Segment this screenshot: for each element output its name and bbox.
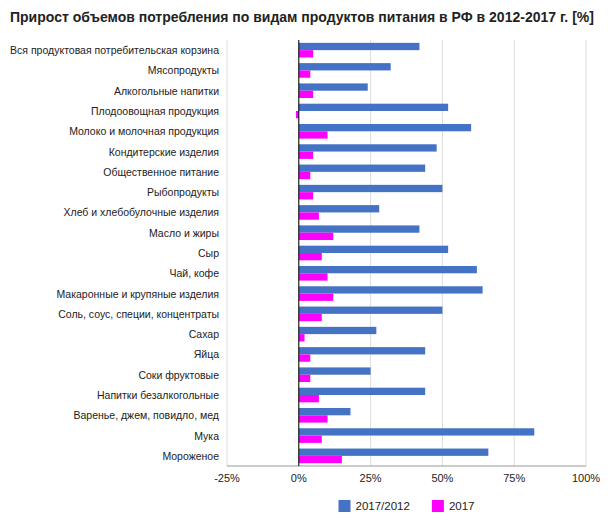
bar: [299, 246, 448, 253]
bar: [299, 408, 351, 415]
x-tick-label: 50%: [431, 472, 453, 484]
grid-line: [298, 40, 299, 466]
y-tick-label: Вся продуктовая потребительская корзина: [10, 44, 219, 56]
legend-label: 2017: [449, 500, 475, 512]
bar: [299, 124, 471, 131]
y-tick-label: Мука: [194, 430, 219, 442]
y-tick-label: Макаронные и крупяные изделия: [56, 288, 219, 300]
bar: [299, 449, 489, 456]
y-tick-label: Рыбопродукты: [147, 186, 219, 198]
bar: [299, 286, 483, 293]
y-tick-label: Яйца: [194, 348, 219, 360]
legend-label: 2017/2012: [356, 500, 410, 512]
bar: [299, 152, 313, 159]
y-tick-label: Кондитерские изделия: [109, 146, 219, 158]
bar: [299, 185, 443, 192]
bar: [299, 83, 368, 90]
bar: [299, 165, 425, 172]
bar: [299, 233, 333, 240]
grid-line: [514, 40, 515, 466]
y-tick-label: Чай, кофе: [169, 267, 219, 279]
zero-line: [298, 40, 299, 466]
bar: [299, 388, 425, 395]
y-tick-label: Общественное питание: [103, 166, 219, 178]
x-tick-label: 75%: [503, 472, 525, 484]
bar: [299, 172, 310, 179]
bar: [299, 205, 379, 212]
bar: [299, 225, 420, 232]
bar: [299, 192, 313, 199]
bar: [299, 415, 328, 422]
legend-swatch: [339, 500, 351, 512]
bar: [299, 104, 448, 111]
bar: [299, 212, 319, 219]
x-tick-label: 0%: [291, 472, 307, 484]
bar: [299, 314, 322, 321]
bar: [299, 144, 437, 151]
y-tick-label: Соль, соус, специи, концентраты: [58, 308, 219, 320]
grid: [227, 40, 586, 466]
bar: [299, 307, 443, 314]
y-tick-label: Сахар: [189, 328, 220, 340]
legend-item: 2017: [432, 500, 475, 512]
y-tick-label: Мясопродукты: [148, 64, 219, 76]
grid-line: [586, 40, 587, 466]
legend-swatch: [432, 500, 444, 512]
y-tick-label: Масло и жиры: [149, 227, 219, 239]
bar: [299, 63, 391, 70]
y-tick-label: Напитки безалкогольные: [97, 389, 219, 401]
y-tick-label: Соки фруктовые: [138, 369, 219, 381]
y-tick-label: Плодоовощная продукция: [91, 105, 219, 117]
x-tick-label: 100%: [572, 472, 600, 484]
x-tick-label: -25%: [214, 472, 240, 484]
legend-item: 2017/2012: [339, 500, 410, 512]
bar: [299, 266, 477, 273]
bar: [299, 375, 310, 382]
y-tick-label: Сыр: [198, 247, 219, 259]
x-axis-line: [227, 466, 586, 467]
bar: [299, 273, 328, 280]
y-tick-label: Варенье, джем, повидло, мед: [74, 409, 219, 421]
chart: Прирост объемов потребления по видам про…: [0, 0, 608, 528]
bar: [299, 294, 333, 301]
bar: [299, 428, 535, 435]
bar: [299, 253, 322, 260]
bar: [299, 91, 313, 98]
y-tick-label: Алкогольные напитки: [114, 85, 219, 97]
bar: [299, 367, 371, 374]
bar: [299, 436, 322, 443]
title: Прирост объемов потребления по видам про…: [10, 9, 594, 25]
bar: [299, 395, 319, 402]
legend: 2017/2012 2017: [339, 500, 475, 512]
bar: [299, 354, 310, 361]
bar: [299, 70, 310, 77]
y-tick-label: Молоко и молочная продукция: [69, 125, 219, 137]
x-tick-label: 25%: [360, 472, 382, 484]
bar: [299, 43, 420, 50]
bar: [299, 131, 328, 138]
bar: [299, 347, 425, 354]
bar: [299, 50, 313, 57]
bars: [296, 43, 534, 463]
bar: [299, 334, 305, 341]
bar: [299, 327, 377, 334]
y-tick-label: Мороженое: [162, 450, 219, 462]
grid-line: [227, 40, 228, 466]
bar: [299, 456, 342, 463]
y-tick-label: Хлеб и хлебобулочные изделия: [64, 206, 220, 218]
